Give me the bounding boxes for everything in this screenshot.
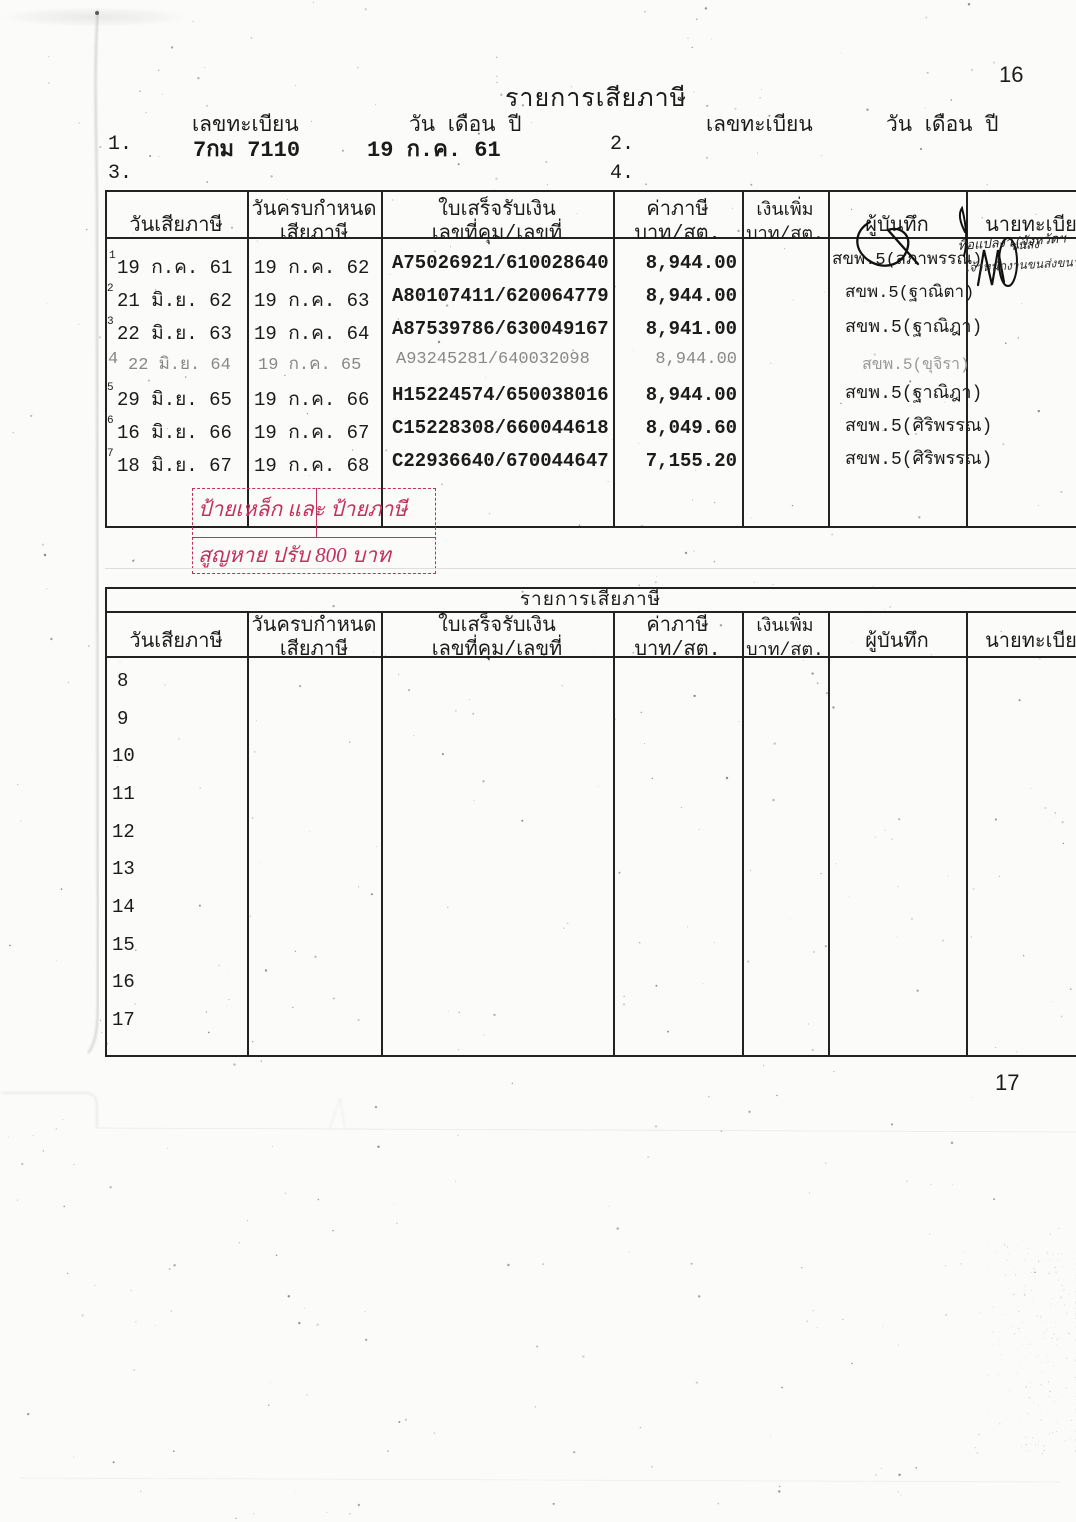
svg-text:ขนส่ง: ขนส่ง xyxy=(1009,237,1041,253)
svg-text:เจ้าหน้กงานขนส่งขนาญ: เจ้าหน้กงานขนส่งขนาญ xyxy=(964,254,1076,275)
